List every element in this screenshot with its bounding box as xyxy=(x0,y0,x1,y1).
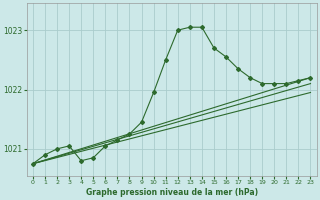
X-axis label: Graphe pression niveau de la mer (hPa): Graphe pression niveau de la mer (hPa) xyxy=(86,188,258,197)
